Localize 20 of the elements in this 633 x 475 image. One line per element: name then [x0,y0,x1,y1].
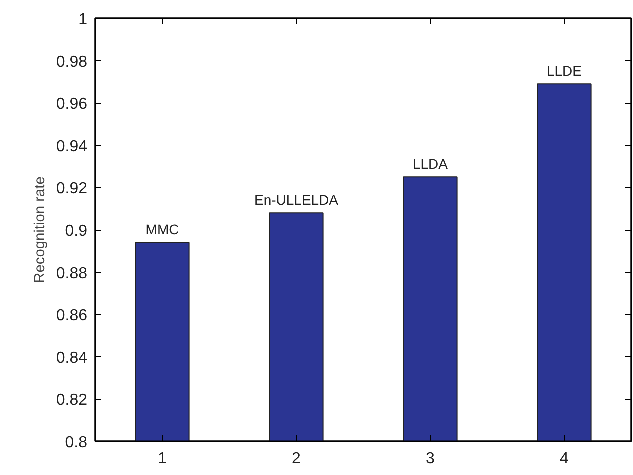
annotation: LLDA [412,156,449,172]
y-tick-label: 0.92 [56,180,88,198]
annotation: MMC [146,222,180,238]
y-tick-label: 0.86 [56,308,88,325]
y-tick-label: 0.82 [56,392,88,410]
y-tick-label: 0.84 [56,350,88,367]
x-tick-label: 1 [158,450,168,468]
y-tick-label: 0.88 [56,265,88,282]
x-tick-label: 3 [426,450,436,468]
annotation: LLDE [546,63,582,80]
y-tick-label: 1 [78,12,88,28]
y-axis-title: Recognition rate [32,176,48,284]
y-tick-label: 0.94 [56,138,88,156]
y-tick-label: 0.98 [56,54,88,71]
x-tick-label: 4 [560,450,570,468]
y-tick-label: 0.9 [65,223,88,240]
x-tick-label: 2 [292,450,302,468]
y-tick-label: 0.96 [56,96,88,114]
y-tick-label: 0.8 [65,434,88,452]
annotation: En-ULLELDA [254,192,340,208]
